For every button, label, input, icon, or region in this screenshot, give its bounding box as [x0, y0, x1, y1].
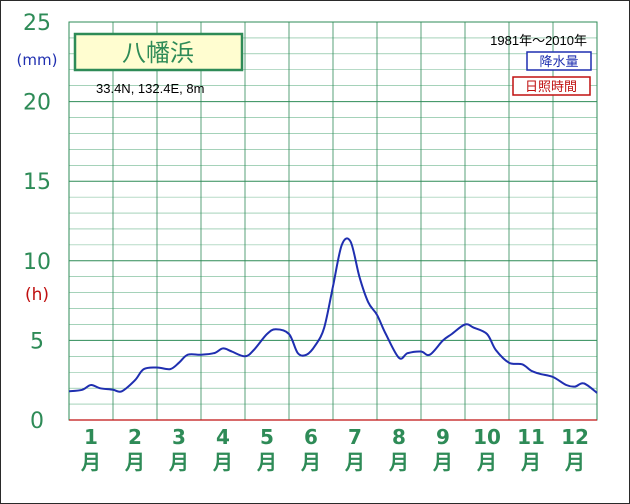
y-tick-label: 15	[23, 170, 51, 195]
station-title-box	[73, 32, 244, 72]
x-tick-month-unit: 月	[168, 450, 189, 474]
primary-unit-label: (mm)	[17, 51, 58, 69]
legend-sunshine-box	[512, 76, 591, 96]
y-tick-labels: 0 5 10 15 20 25	[23, 11, 51, 434]
x-tick-month-unit: 月	[520, 450, 541, 474]
y-tick-label: 20	[23, 91, 51, 116]
y-tick-label: 5	[30, 329, 44, 354]
y-tick-label: 10	[23, 250, 51, 275]
x-tick-month-number: 1	[84, 425, 98, 449]
precipitation-line	[68, 237, 598, 394]
legend-precipitation: 降水量	[539, 55, 578, 70]
x-tick-month-unit: 月	[564, 450, 585, 474]
x-tick-month-number: 8	[392, 425, 406, 449]
secondary-unit-label: (h)	[25, 285, 49, 305]
x-tick-month-unit: 月	[476, 450, 497, 474]
x-tick-month-unit: 月	[124, 450, 145, 474]
x-tick-month-unit: 月	[344, 450, 365, 474]
y-tick-label: 0	[30, 409, 44, 434]
x-tick-month-number: 10	[473, 425, 501, 449]
legend-sunshine: 日照時間	[525, 80, 577, 95]
x-tick-month-unit: 月	[300, 450, 321, 474]
x-tick-month-number: 12	[561, 425, 589, 449]
x-tick-month-unit: 月	[432, 450, 453, 474]
x-tick-month-number: 9	[436, 425, 450, 449]
x-tick-month-number: 3	[172, 425, 186, 449]
period-label: 1981年〜2010年	[490, 33, 587, 48]
x-tick-month-number: 11	[517, 425, 545, 449]
y-tick-label: 25	[23, 11, 51, 36]
x-tick-month-number: 6	[304, 425, 318, 449]
legend-precip-box	[526, 51, 592, 71]
x-tick-month-unit: 月	[388, 450, 409, 474]
station-location: 33.4N, 132.4E, 8m	[96, 81, 204, 96]
x-tick-month-number: 4	[216, 425, 230, 449]
vertical-gridlines	[112, 22, 554, 420]
station-title: 八幡浜	[122, 39, 194, 67]
x-tick-month-number: 2	[128, 425, 142, 449]
x-tick-month-unit: 月	[256, 450, 277, 474]
x-tick-month-number: 7	[348, 425, 362, 449]
x-tick-month-unit: 月	[212, 450, 233, 474]
x-tick-month-number: 5	[260, 425, 274, 449]
x-tick-month-unit: 月	[80, 450, 101, 474]
